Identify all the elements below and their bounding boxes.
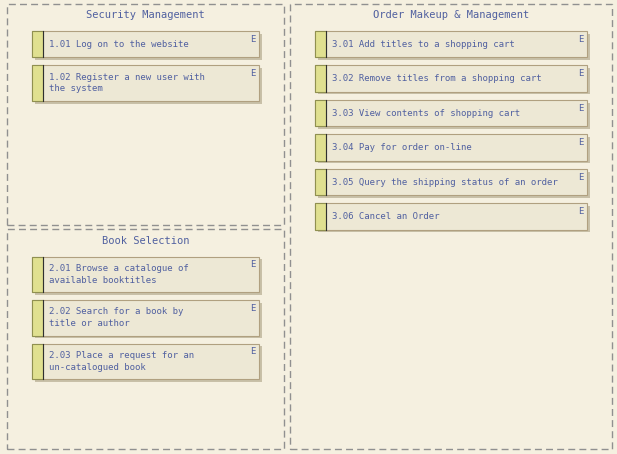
- Bar: [32, 31, 259, 57]
- Bar: [315, 203, 326, 230]
- Bar: [315, 100, 326, 126]
- Text: E: E: [250, 304, 255, 313]
- Bar: [35, 68, 262, 104]
- Bar: [7, 4, 284, 225]
- Text: E: E: [578, 207, 584, 216]
- Bar: [32, 300, 43, 336]
- Bar: [35, 34, 262, 60]
- Text: E: E: [578, 104, 584, 113]
- Text: E: E: [250, 347, 255, 356]
- Text: 3.06 Cancel an Order: 3.06 Cancel an Order: [332, 212, 439, 221]
- Text: E: E: [578, 35, 584, 44]
- Text: 3.05 Query the shipping status of an order: 3.05 Query the shipping status of an ord…: [332, 178, 558, 187]
- Bar: [290, 4, 612, 449]
- Text: E: E: [578, 69, 584, 78]
- Bar: [318, 206, 590, 232]
- Text: 1.01 Log on to the website: 1.01 Log on to the website: [49, 39, 189, 49]
- Bar: [315, 169, 326, 195]
- Bar: [315, 65, 326, 92]
- Bar: [318, 172, 590, 198]
- Text: Book Selection: Book Selection: [102, 236, 189, 246]
- Bar: [35, 303, 262, 338]
- Bar: [32, 257, 43, 292]
- Text: E: E: [578, 173, 584, 182]
- Bar: [315, 169, 587, 195]
- Bar: [7, 4, 284, 225]
- Text: 3.02 Remove titles from a shopping cart: 3.02 Remove titles from a shopping cart: [332, 74, 542, 83]
- Bar: [32, 257, 259, 292]
- Bar: [32, 65, 259, 101]
- Text: 3.01 Add titles to a shopping cart: 3.01 Add titles to a shopping cart: [332, 39, 515, 49]
- Bar: [315, 31, 326, 57]
- Bar: [315, 203, 587, 230]
- Bar: [318, 68, 590, 94]
- Text: Order Makeup & Management: Order Makeup & Management: [373, 10, 529, 20]
- Bar: [290, 4, 612, 449]
- Text: E: E: [250, 260, 255, 269]
- Text: E: E: [250, 35, 255, 44]
- Bar: [7, 229, 284, 449]
- Text: 1.02 Register a new user with
the system: 1.02 Register a new user with the system: [49, 73, 205, 94]
- Bar: [318, 103, 590, 129]
- Bar: [315, 31, 587, 57]
- Text: E: E: [578, 138, 584, 147]
- Text: 2.02 Search for a book by
title or author: 2.02 Search for a book by title or autho…: [49, 307, 184, 328]
- Bar: [7, 229, 284, 449]
- Bar: [315, 100, 587, 126]
- Bar: [35, 259, 262, 295]
- Bar: [318, 137, 590, 163]
- Bar: [35, 346, 262, 382]
- Bar: [32, 344, 43, 379]
- Bar: [315, 65, 587, 92]
- Text: Security Management: Security Management: [86, 10, 205, 20]
- Bar: [32, 65, 43, 101]
- Bar: [315, 134, 587, 161]
- Bar: [315, 134, 326, 161]
- Bar: [318, 34, 590, 60]
- Text: 3.04 Pay for order on-line: 3.04 Pay for order on-line: [332, 143, 471, 152]
- Bar: [32, 344, 259, 379]
- Bar: [32, 300, 259, 336]
- Text: 2.01 Browse a catalogue of
available booktitles: 2.01 Browse a catalogue of available boo…: [49, 264, 189, 285]
- Text: E: E: [250, 69, 255, 78]
- Text: 3.03 View contents of shopping cart: 3.03 View contents of shopping cart: [332, 109, 520, 118]
- Text: 2.03 Place a request for an
un-catalogued book: 2.03 Place a request for an un-catalogue…: [49, 351, 194, 372]
- Bar: [32, 31, 43, 57]
